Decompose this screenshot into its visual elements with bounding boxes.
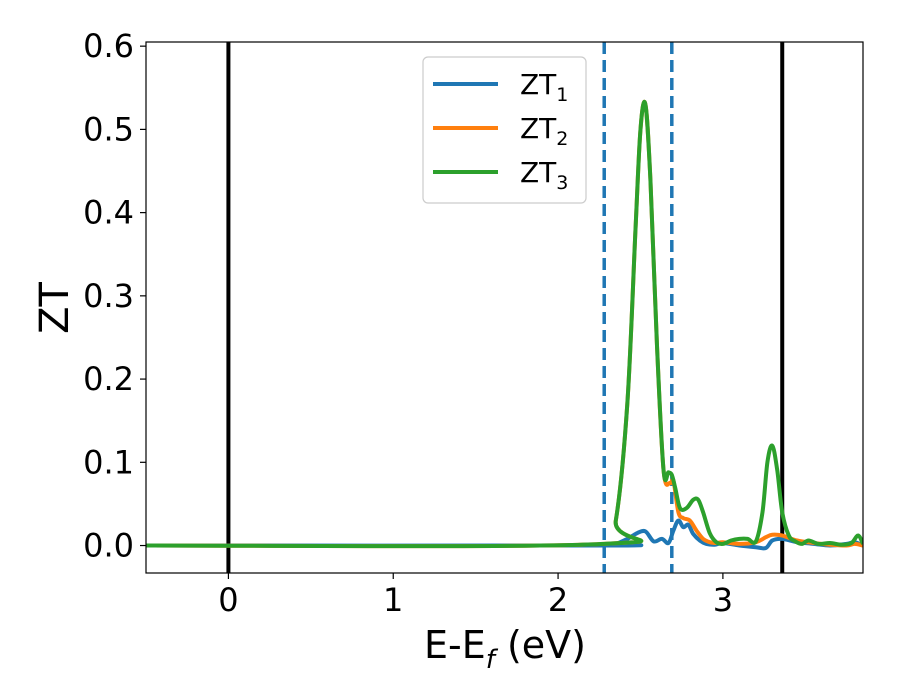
- axes: [145, 41, 864, 574]
- x-tick-label: 1: [383, 581, 403, 619]
- x-axis-label-main: E-E: [424, 623, 486, 667]
- x-axis-ticks: 0 1 2 3: [218, 573, 733, 619]
- legend-label-zt2: ZT2: [520, 112, 568, 150]
- legend-box: [422, 56, 587, 204]
- y-tick-label: 0.5: [83, 110, 134, 148]
- legend-label-zt3: ZT3: [520, 156, 568, 194]
- y-axis-label: ZT: [32, 282, 78, 334]
- x-tick-label: 0: [218, 581, 238, 619]
- legend-label-zt1: ZT1: [520, 68, 568, 106]
- y-axis-ticks: 0.0 0.1 0.2 0.3 0.4 0.5 0.6: [83, 27, 146, 565]
- x-tick-label: 2: [548, 581, 568, 619]
- x-axis-label-unit: (eV): [495, 623, 586, 667]
- series-line-zt3: [146, 99, 863, 549]
- legend: ZT1 ZT2 ZT3: [422, 56, 587, 204]
- y-tick-label: 0.1: [83, 443, 134, 481]
- y-tick-label: 0.6: [83, 27, 134, 65]
- x-tick-label: 3: [713, 581, 733, 619]
- y-tick-label: 0.4: [83, 194, 134, 232]
- y-tick-label: 0.0: [83, 527, 134, 565]
- y-tick-label: 0.2: [83, 360, 134, 398]
- y-tick-label: 0.3: [83, 277, 134, 315]
- x-axis-label: E-Ef (eV): [424, 623, 586, 675]
- plot-frame: [145, 41, 864, 574]
- series-lines: [146, 99, 863, 551]
